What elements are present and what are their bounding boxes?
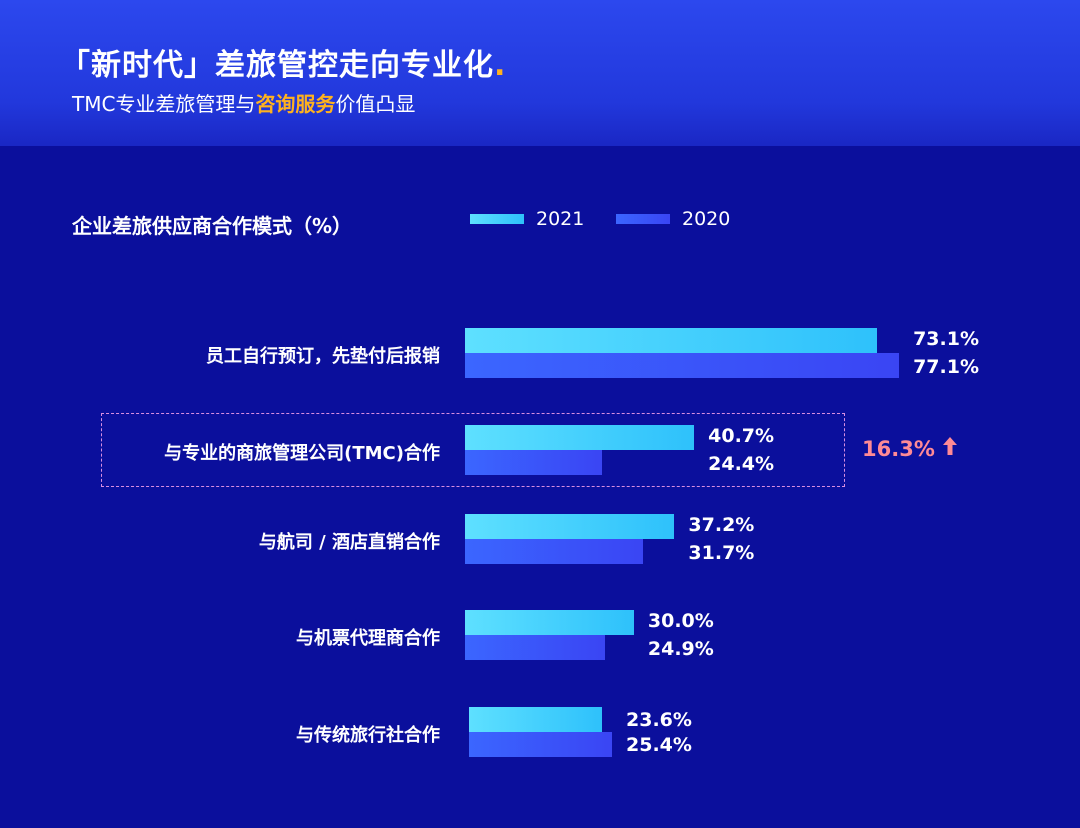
highlight-box — [101, 413, 845, 487]
header: 「新时代」差旅管控走向专业化. TMC专业差旅管理与咨询服务价值凸显 — [0, 0, 1080, 146]
bar-2021 — [465, 425, 695, 450]
value-label-2021: 30.0% — [647, 610, 714, 632]
bar-2020 — [465, 539, 644, 564]
bar-2021 — [465, 610, 634, 635]
delta-annotation: 16.3% — [862, 436, 958, 461]
legend-swatch — [616, 214, 670, 224]
bar-2021 — [465, 514, 675, 539]
category-label: 与传统旅行社合作 — [296, 725, 440, 746]
category-label: 与专业的商旅管理公司(TMC)合作 — [164, 443, 440, 464]
value-label-2021: 40.7% — [708, 425, 775, 447]
value-label-2021: 73.1% — [913, 328, 979, 350]
chart-title: 企业差旅供应商合作模式（%） — [72, 214, 353, 238]
value-label-2021: 37.2% — [688, 514, 755, 536]
bar-2020 — [465, 635, 606, 660]
legend-item-2021: 2021 — [470, 208, 584, 230]
category-label: 与航司 / 酒店直销合作 — [258, 532, 440, 553]
page-title: 「新时代」差旅管控走向专业化. — [60, 48, 507, 83]
bar-2021 — [465, 328, 877, 353]
bar-2020 — [465, 450, 603, 475]
page-subtitle: TMC专业差旅管理与咨询服务价值凸显 — [72, 92, 416, 116]
value-label-2020: 25.4% — [626, 734, 692, 756]
category-label: 与机票代理商合作 — [296, 628, 440, 649]
arrow-up-icon — [943, 437, 958, 455]
bar-2021 — [469, 707, 602, 732]
value-label-2020: 24.9% — [647, 638, 714, 660]
bar-2020 — [469, 732, 612, 757]
value-label-2020: 77.1% — [913, 356, 979, 378]
value-label-2020: 31.7% — [688, 542, 755, 564]
legend-swatch — [470, 214, 524, 224]
value-label-2020: 24.4% — [708, 453, 775, 475]
bar-2020 — [465, 353, 900, 378]
value-label-2021: 23.6% — [626, 709, 692, 731]
legend-item-2020: 2020 — [616, 208, 730, 230]
category-label: 员工自行预订，先垫付后报销 — [206, 346, 440, 367]
